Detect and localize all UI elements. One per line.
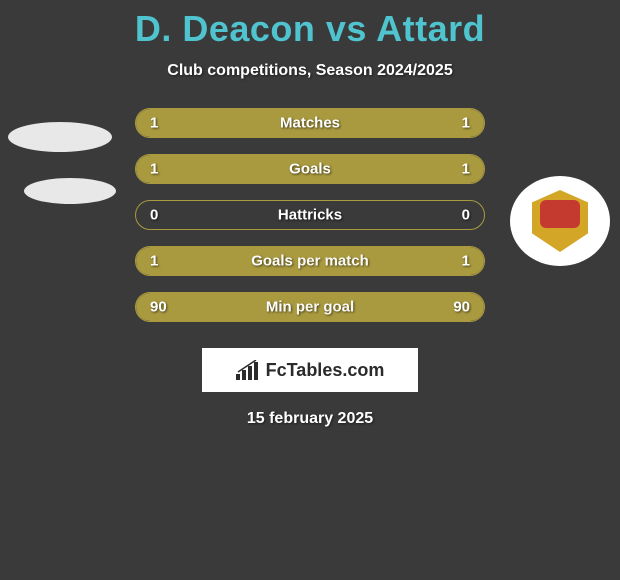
- stat-value-left: 90: [150, 299, 167, 316]
- bar-chart-icon: [236, 360, 260, 380]
- stat-row: 1 Matches 1: [135, 108, 485, 138]
- stat-value-right: 90: [453, 299, 470, 316]
- stat-value-right: 1: [462, 115, 470, 132]
- player-right-badge: [510, 176, 610, 266]
- stat-row: 1 Goals per match 1: [135, 246, 485, 276]
- stat-label-a: Goals: [251, 253, 293, 270]
- stat-label-b: per match: [297, 253, 369, 270]
- brand-box[interactable]: FcTables.com: [202, 348, 418, 392]
- stat-label-a: Hattricks: [278, 207, 342, 224]
- stat-value-left: 0: [150, 207, 158, 224]
- stat-value-right: 1: [462, 161, 470, 178]
- stat-label: Hattricks: [278, 207, 342, 224]
- club-crest-icon: [532, 190, 588, 252]
- stat-row: 0 Hattricks 0: [135, 200, 485, 230]
- stat-value-left: 1: [150, 161, 158, 178]
- stat-label: Goals: [289, 161, 331, 178]
- stat-label: Goals per match: [251, 253, 369, 270]
- date-label: 15 february 2025: [0, 410, 620, 428]
- stat-label: Min per goal: [266, 299, 354, 316]
- brand-label: FcTables.com: [266, 360, 385, 381]
- stat-label-b: per goal: [296, 299, 354, 316]
- stat-row: 90 Min per goal 90: [135, 292, 485, 322]
- player-left-badge-2: [24, 178, 116, 204]
- stat-value-left: 1: [150, 115, 158, 132]
- stat-row: 1 Goals 1: [135, 154, 485, 184]
- stat-fill-left: [136, 155, 310, 183]
- stat-label: Matches: [280, 115, 340, 132]
- stat-label-a: Goals: [289, 161, 331, 178]
- stat-label-a: Matches: [280, 115, 340, 132]
- player-left-badge-1: [8, 122, 112, 152]
- stat-value-left: 1: [150, 253, 158, 270]
- page-title: D. Deacon vs Attard: [0, 0, 620, 50]
- stat-value-right: 1: [462, 253, 470, 270]
- stat-fill-right: [310, 155, 484, 183]
- stat-value-right: 0: [462, 207, 470, 224]
- stat-label-a: Min: [266, 299, 292, 316]
- subtitle: Club competitions, Season 2024/2025: [0, 62, 620, 80]
